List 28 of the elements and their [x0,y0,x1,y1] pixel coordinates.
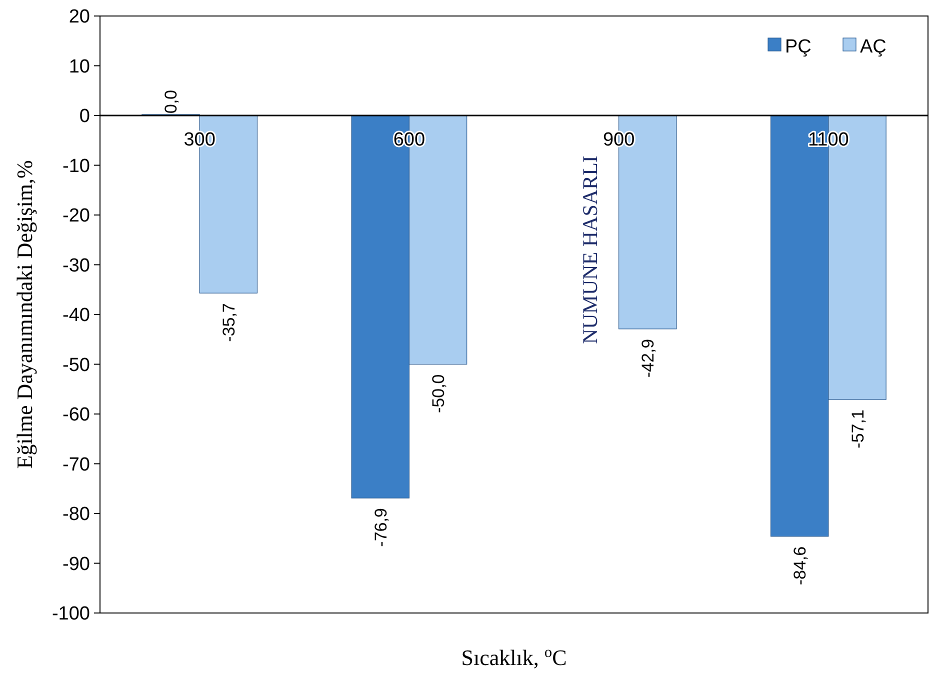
data-label: -50,0 [429,374,448,413]
y-tick-label: -90 [62,554,90,575]
y-axis-title: Eğilme Dayanımındaki Değişim,% [12,160,37,469]
x-tick-label: 300 [184,130,216,150]
legend-label: PÇ [785,36,812,58]
y-tick-label: -80 [62,504,90,526]
data-label: -76,9 [371,508,390,547]
x-tick-label: 900 [602,130,635,150]
x-axis-title: Sıcaklık, $^{o}$C [461,644,567,670]
data-label: -84,6 [790,546,810,586]
y-tick-label: -70 [62,454,90,476]
data-label: 0,0 [162,90,181,114]
y-tick-label: -40 [62,305,90,326]
y-tick-label: -30 [62,255,90,276]
y-tick-label: -50 [62,354,90,376]
y-tick-label: -10 [62,156,90,177]
data-label: -57,1 [848,410,868,448]
data-label: -42,9 [638,338,658,378]
annotation: NUMUNE HASARLI [578,156,602,344]
y-tick-label: -60 [62,404,90,426]
x-tick-label: 1100 [808,130,849,150]
y-tick-label: -100 [52,604,90,625]
data-label: -35,7 [219,303,238,342]
y-tick-label: -20 [62,206,90,227]
legend-label: AÇ [860,36,886,58]
y-tick-label: 10 [68,56,90,78]
y-tick-label: 0 [79,106,90,128]
y-tick-label: 20 [68,6,90,28]
